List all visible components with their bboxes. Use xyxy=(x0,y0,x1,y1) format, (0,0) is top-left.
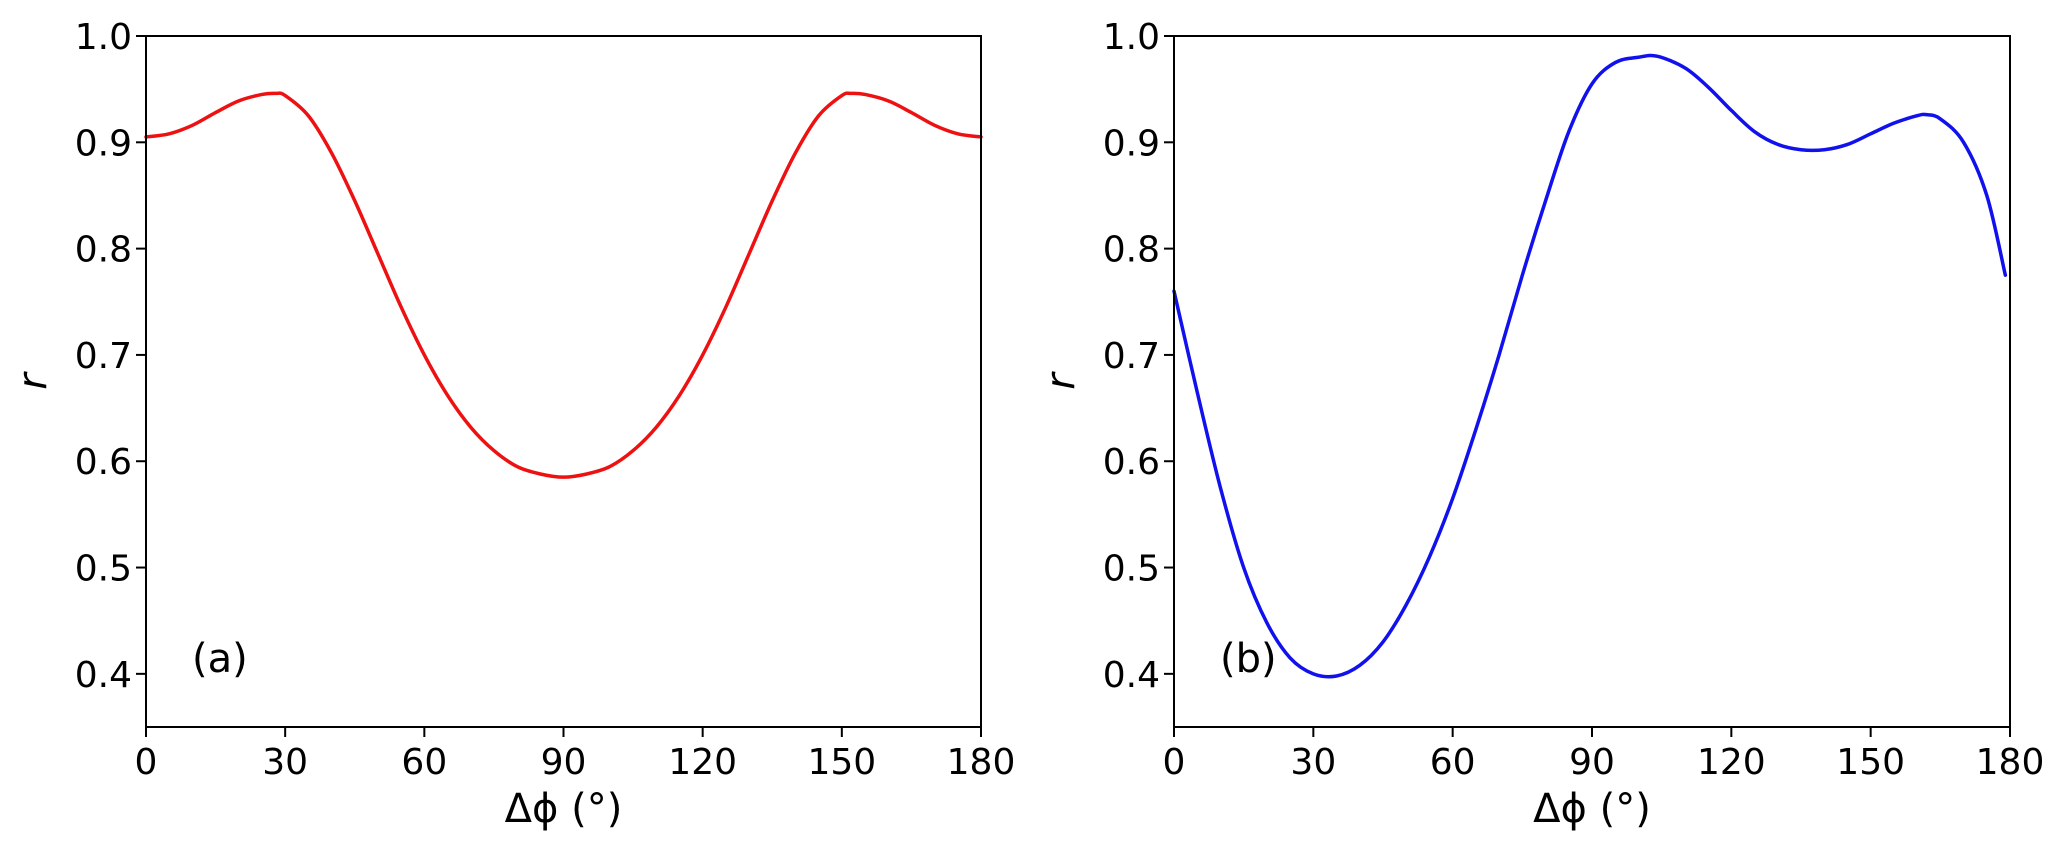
y-tick-label-a-0: 0.4 xyxy=(75,655,132,696)
y-tick-label-b-0: 0.4 xyxy=(1103,655,1160,696)
x-tick-label-a-90: 90 xyxy=(541,742,587,783)
y-tick-label-b-5: 0.9 xyxy=(1103,123,1160,164)
x-tick-label-b-30: 30 xyxy=(1290,742,1336,783)
series-line-a-0 xyxy=(144,91,983,479)
y-tick-label-b-4: 0.8 xyxy=(1103,230,1160,271)
x-axis-label-b: Δϕ (°) xyxy=(1533,786,1651,832)
x-tick-label-a-150: 150 xyxy=(807,742,876,783)
chart-panel-a: 0 30 60 90 120 150 180 0.4 0.5 0.6 0.7 0.8 0.9 1.0 Δϕ … xyxy=(10,17,1015,832)
y-tick-label-b-6: 1.0 xyxy=(1103,17,1160,58)
y-tick-label-a-5: 0.9 xyxy=(75,123,132,164)
y-axis-label-a: r xyxy=(10,371,56,390)
y-tick-label-a-1: 0.5 xyxy=(75,549,132,590)
x-tick-label-a-0: 0 xyxy=(135,742,158,783)
x-tick-label-a-60: 60 xyxy=(401,742,447,783)
x-tick-label-b-150: 150 xyxy=(1836,742,1905,783)
x-tick-label-b-0: 0 xyxy=(1163,742,1186,783)
x-tick-label-a-120: 120 xyxy=(668,742,737,783)
series-line-b-0 xyxy=(1172,53,2008,679)
x-tick-label-b-180: 180 xyxy=(1976,742,2045,783)
y-tick-label-a-3: 0.7 xyxy=(75,336,132,377)
panel-label-b: (b) xyxy=(1220,636,1277,682)
y-tick-label-b-1: 0.5 xyxy=(1103,549,1160,590)
x-tick-label-b-90: 90 xyxy=(1569,742,1615,783)
y-tick-label-a-6: 1.0 xyxy=(75,17,132,58)
y-tick-label-a-2: 0.6 xyxy=(75,442,132,483)
y-axis-label-b: r xyxy=(1038,371,1084,390)
x-tick-label-b-60: 60 xyxy=(1430,742,1476,783)
panel-label-a: (a) xyxy=(192,636,248,682)
y-tick-label-b-2: 0.6 xyxy=(1103,442,1160,483)
x-tick-label-b-120: 120 xyxy=(1697,742,1766,783)
x-axis-label-a: Δϕ (°) xyxy=(505,786,623,832)
x-tick-label-a-30: 30 xyxy=(262,742,308,783)
chart-panel-b: 0 30 60 90 120 150 180 0.4 0.5 0.6 0.7 0.8 0.9 1.0 Δϕ … xyxy=(1038,17,2044,832)
y-tick-label-a-4: 0.8 xyxy=(75,230,132,271)
y-tick-label-b-3: 0.7 xyxy=(1103,336,1160,377)
x-tick-label-a-180: 180 xyxy=(947,742,1016,783)
